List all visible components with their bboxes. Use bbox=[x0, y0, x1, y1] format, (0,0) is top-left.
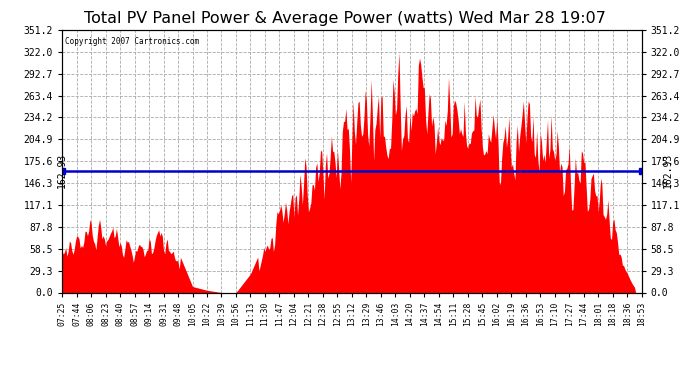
Text: Total PV Panel Power & Average Power (watts) Wed Mar 28 19:07: Total PV Panel Power & Average Power (wa… bbox=[84, 11, 606, 26]
Text: 162.93: 162.93 bbox=[663, 153, 673, 188]
Text: 162.93: 162.93 bbox=[57, 153, 66, 188]
Text: Copyright 2007 Cartronics.com: Copyright 2007 Cartronics.com bbox=[65, 37, 199, 46]
